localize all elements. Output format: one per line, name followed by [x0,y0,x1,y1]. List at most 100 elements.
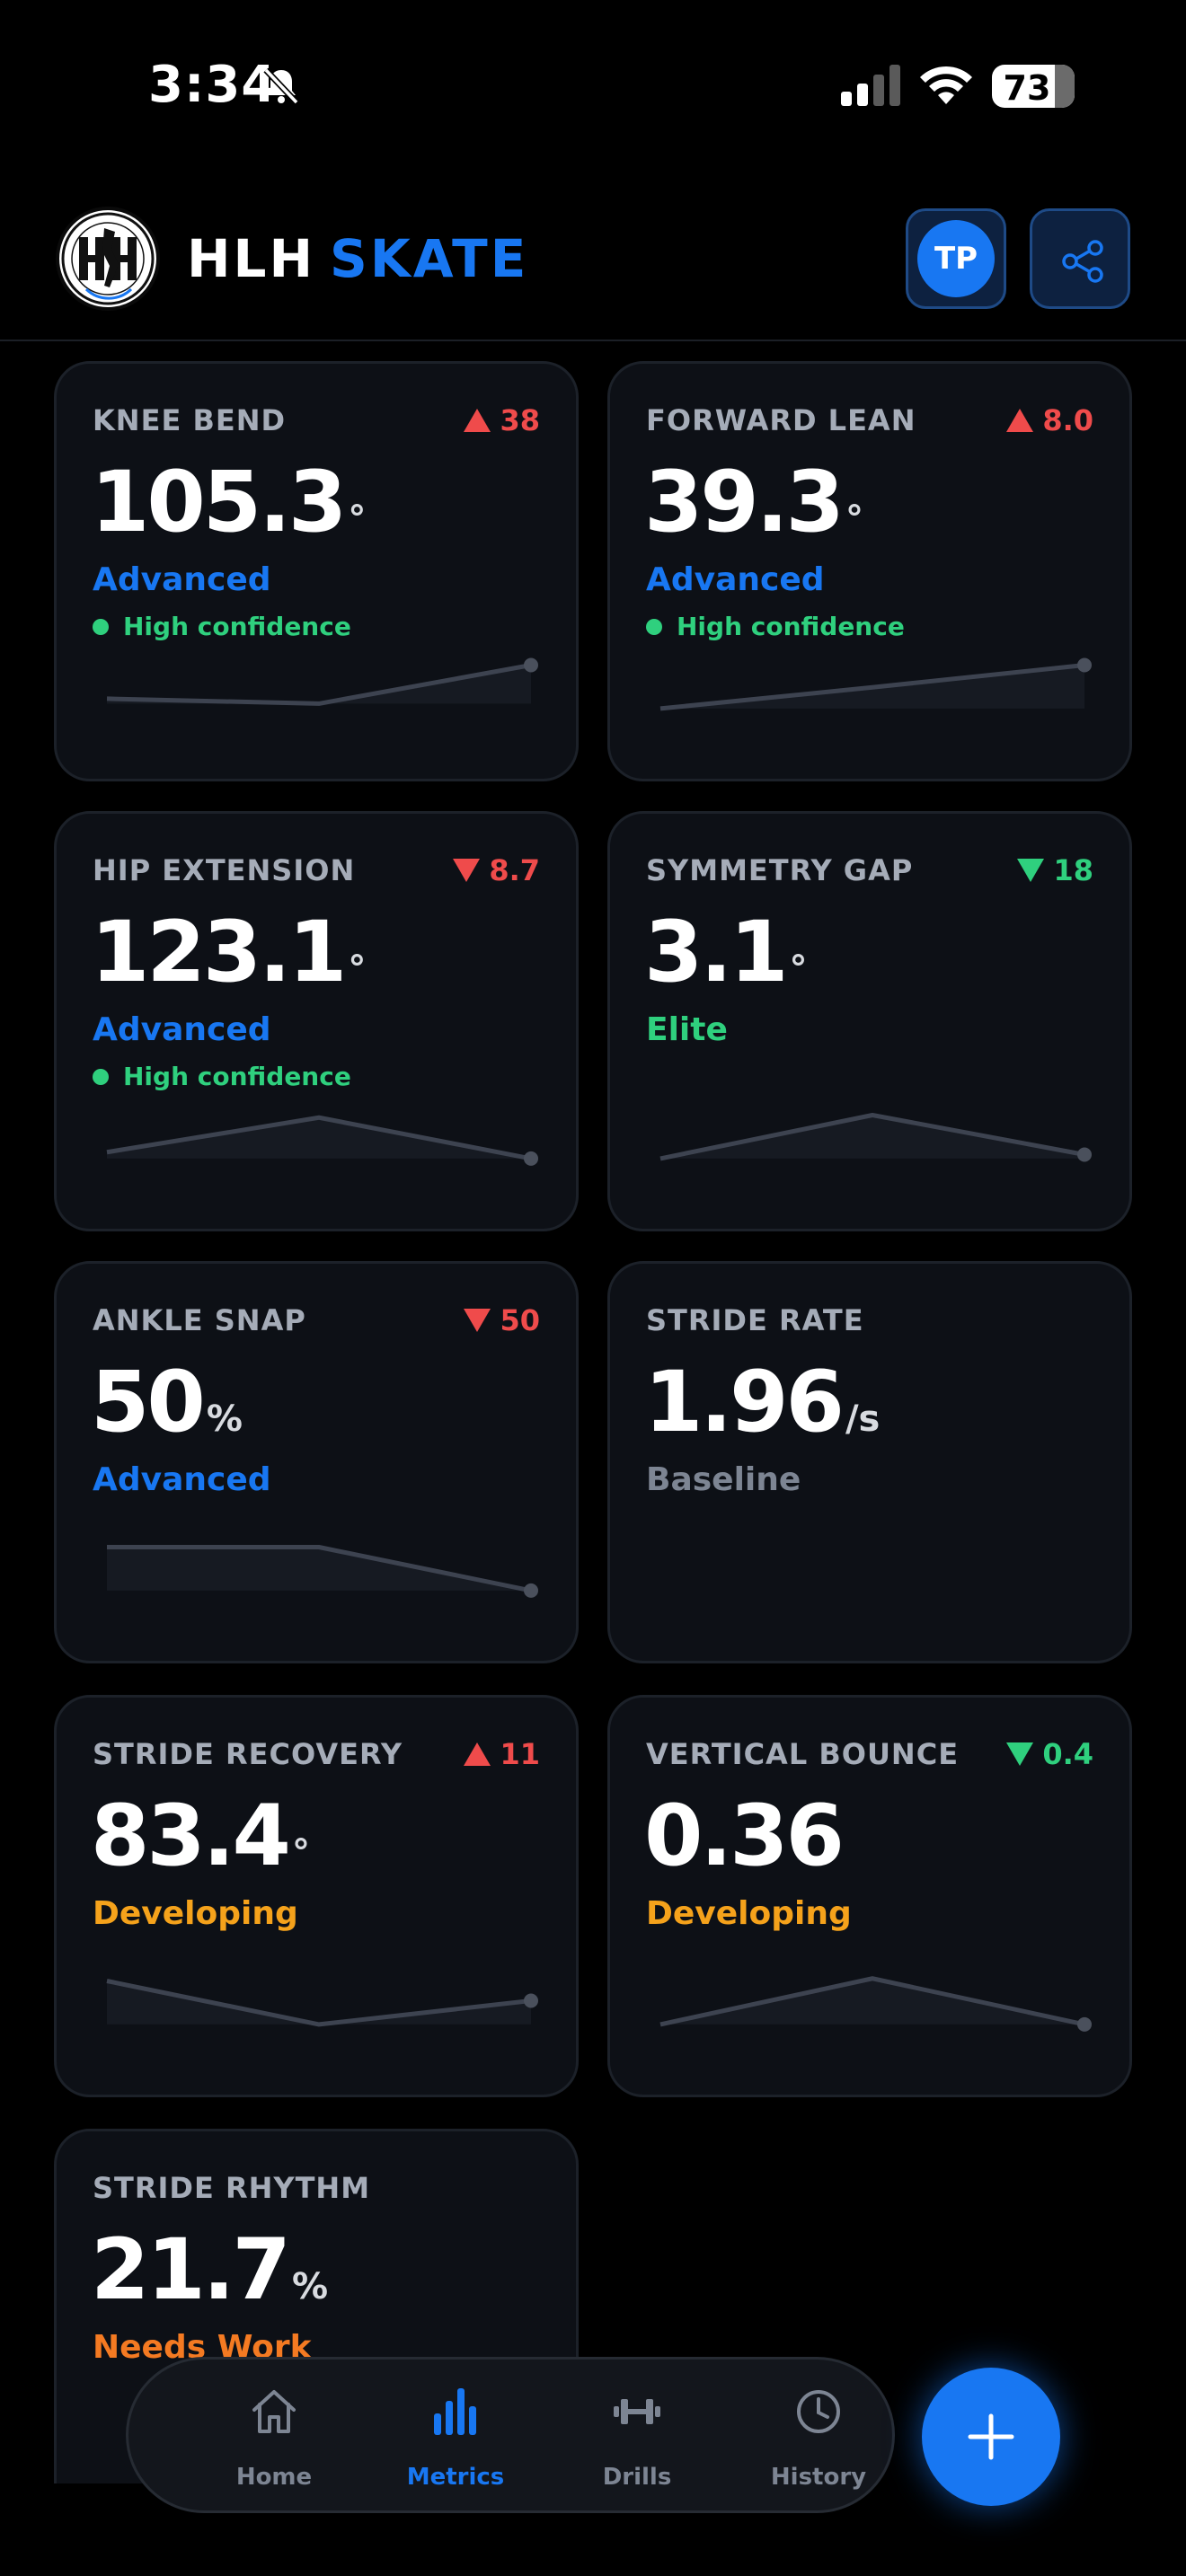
tab-label: Drills [602,2464,672,2491]
wifi-icon [920,66,972,104]
metric-tier: Developing [646,1895,852,1932]
trend-sparkline [659,1113,1092,1162]
metric-value: 83.4 ° [91,1787,310,1885]
metric-value: 0.36 [644,1787,845,1885]
dumbbell-icon [614,2399,660,2424]
trend-line [659,663,1085,711]
tab-label: Home [235,2464,313,2491]
metric-value: 3.1 ° [644,904,808,1001]
tab-label: History [770,2464,867,2491]
share-button[interactable] [1030,208,1130,309]
clock-icon [797,2390,840,2433]
metric-label: STRIDE RHYTHM [93,2171,371,2205]
trend-sparkline [106,1115,538,1166]
trend-line [106,1979,532,2027]
trend-line [107,1545,532,1593]
metric-label: KNEE BEND [93,403,287,437]
tab-drills[interactable]: Drills [547,2360,727,2516]
share-icon [1062,240,1103,283]
triangle-up-icon [464,1742,491,1766]
triangle-down-icon [453,859,481,882]
trend-end-point [524,1151,538,1166]
bell-muted-icon [263,67,299,105]
plus-icon [968,2413,1014,2460]
metric-delta: 18 [1017,853,1093,887]
hlh-logo [56,207,160,311]
triangle-up-icon [464,409,491,432]
bar-chart-icon [434,2388,476,2435]
metric-tier: Elite [646,1011,728,1048]
metric-delta: 8.0 [1006,403,1093,437]
trend-area [660,1115,1084,1159]
tab-metrics[interactable]: Metrics [366,2360,545,2516]
metric-card-forward-lean[interactable]: FORWARD LEAN 8.0 39.3 ° Advanced High con… [607,361,1132,781]
trend-area [107,1981,531,2025]
confidence-indicator: High confidence [93,612,351,641]
add-session-button[interactable] [922,2368,1060,2506]
trend-area [107,1117,531,1159]
triangle-up-icon [1006,409,1034,432]
metric-card-stride-rate[interactable]: STRIDE RATE 1.96/s Baseline [607,1261,1132,1663]
home-icon [252,2390,296,2433]
tab-label: Metrics [406,2464,505,2491]
trend-sparkline [106,657,538,706]
tab-history[interactable]: History [729,2360,908,2516]
metric-tier: Developing [93,1895,298,1932]
trend-end-point [1077,1147,1092,1162]
app-title-part2: SKATE [330,228,529,289]
triangle-down-icon [1006,1742,1034,1766]
battery-level: 73 [1003,68,1051,108]
metric-tier: Advanced [93,561,271,598]
trend-end-point [1077,657,1092,673]
trend-sparkline [659,657,1092,711]
trend-sparkline [659,1976,1092,2032]
triangle-down-icon [464,1309,491,1332]
trend-end-point [1077,2016,1092,2032]
metric-card-ankle-snap[interactable]: ANKLE SNAP 50 50% Advanced [54,1261,579,1663]
metric-value: 105.3 ° [91,454,367,551]
status-bar: 3:34 73 [0,0,1186,171]
metric-label: FORWARD LEAN [646,403,916,437]
trend-area [660,665,1084,709]
trend-end-point [524,1993,538,2008]
metric-delta: 38 [464,403,540,437]
metric-delta: 11 [464,1737,540,1771]
metric-tier: Baseline [646,1461,801,1498]
metric-delta: 8.7 [453,853,540,887]
metric-label: SYMMETRY GAP [646,853,914,887]
metric-card-hip-extension[interactable]: HIP EXTENSION 8.7 123.1 ° Advanced High c… [54,811,579,1231]
trend-line [106,663,532,706]
metric-value: 1.96/s [644,1354,881,1451]
trend-sparkline [107,1545,538,1598]
triangle-down-icon [1017,859,1045,882]
metric-value: 21.7% [91,2221,329,2319]
trend-end-point [524,657,538,673]
metric-delta: 50 [464,1303,540,1337]
metric-label: VERTICAL BOUNCE [646,1737,960,1771]
trend-line [659,1976,1085,2027]
trend-end-point [524,1583,538,1598]
trend-area [107,665,531,704]
trend-area [107,1547,531,1591]
metric-value: 50% [91,1354,243,1451]
battery-indicator: 73 [992,65,1075,108]
metric-tier: Advanced [646,561,825,598]
metric-card-stride-recovery[interactable]: STRIDE RECOVERY 11 83.4 ° Developing [54,1695,579,2097]
app-title-part1: HLH [187,228,316,289]
metric-label: ANKLE SNAP [93,1303,306,1337]
metric-tier: Advanced [93,1011,271,1048]
metric-value: 123.1 ° [91,904,367,1001]
status-time: 3:34 [148,56,278,114]
tab-home[interactable]: Home [184,2360,364,2516]
metric-card-vertical-bounce[interactable]: VERTICAL BOUNCE 0.4 0.36 Developing [607,1695,1132,2097]
tab-bar: Home Metrics Drills History [126,2357,895,2513]
metric-value: 39.3 ° [644,454,863,551]
metric-tier: Advanced [93,1461,271,1498]
trend-area [660,1978,1084,2025]
app-header: HLH SKATE TP [0,171,1186,341]
trend-line [659,1113,1085,1161]
cellular-signal-icon [841,65,900,106]
metric-card-knee-bend[interactable]: KNEE BEND 38 105.3 ° Advanced High confid… [54,361,579,781]
profile-button[interactable]: TP [906,208,1006,309]
metric-card-symmetry-gap[interactable]: SYMMETRY GAP 18 3.1 ° Elite [607,811,1132,1231]
